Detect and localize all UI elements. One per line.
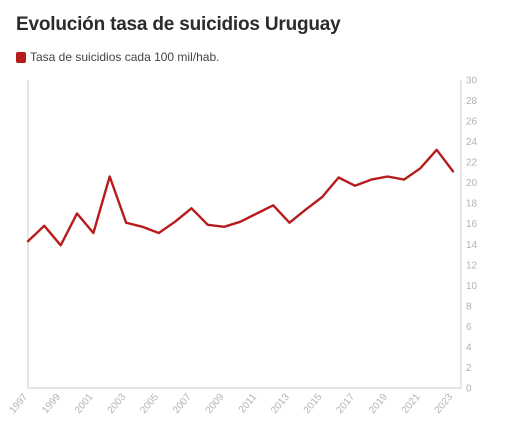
- y-tick-label: 20: [466, 178, 478, 189]
- y-tick-label: 22: [466, 158, 478, 169]
- y-tick-label: 26: [466, 117, 478, 128]
- y-tick-label: 12: [466, 260, 478, 271]
- chart-title: Evolución tasa de suicidios Uruguay: [16, 14, 341, 35]
- y-tick-label: 30: [466, 76, 478, 87]
- x-tick-label: 2015: [302, 392, 325, 416]
- x-tick-label: 2007: [171, 392, 194, 416]
- x-tick-label: 2021: [400, 392, 423, 416]
- x-tick-label: 2009: [204, 392, 227, 416]
- y-tick-label: 16: [466, 219, 478, 230]
- x-tick-label: 2013: [269, 392, 292, 416]
- x-tick-label: 2001: [73, 392, 96, 416]
- legend: Tasa de suicidios cada 100 mil/hab.: [16, 50, 219, 64]
- x-tick-label: 2005: [138, 392, 161, 416]
- y-tick-label: 2: [466, 363, 472, 374]
- legend-swatch: [16, 51, 26, 63]
- x-tick-label: 2003: [106, 392, 129, 416]
- x-tick-label: 2023: [433, 392, 456, 416]
- y-tick-label: 18: [466, 199, 478, 210]
- x-tick-label: 1997: [8, 392, 31, 416]
- y-tick-label: 0: [466, 384, 472, 395]
- y-tick-label: 8: [466, 301, 472, 312]
- y-tick-label: 6: [466, 322, 472, 333]
- y-tick-label: 4: [466, 342, 472, 353]
- x-tick-label: 2019: [367, 392, 390, 416]
- y-tick-label: 10: [466, 281, 478, 292]
- x-tick-label: 2017: [334, 392, 357, 416]
- series-line: [26, 148, 455, 247]
- y-tick-label: 28: [466, 96, 478, 107]
- x-tick-label: 1999: [40, 392, 63, 416]
- y-tick-label: 14: [466, 240, 478, 251]
- y-tick-label: 24: [466, 137, 478, 148]
- legend-label: Tasa de suicidios cada 100 mil/hab.: [30, 50, 220, 64]
- x-tick-label: 2011: [237, 392, 260, 416]
